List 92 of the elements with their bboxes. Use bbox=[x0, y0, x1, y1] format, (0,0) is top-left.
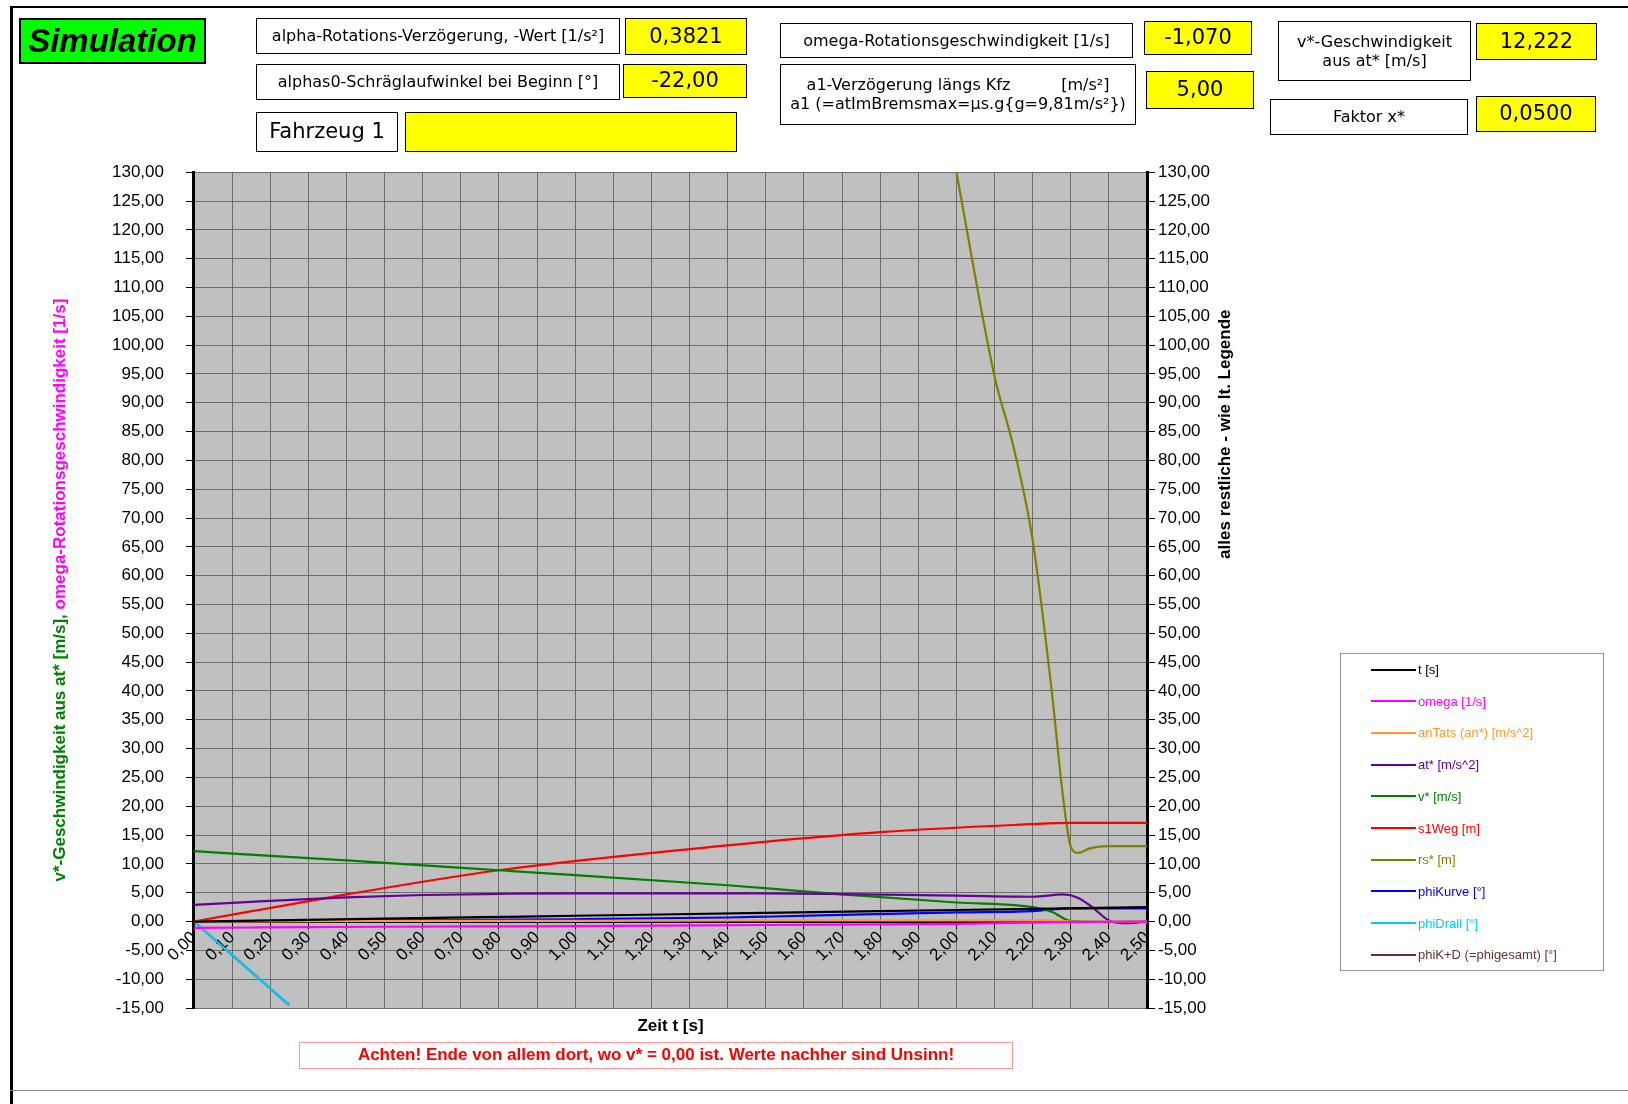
y2-tick-label: 110,00 bbox=[1158, 277, 1209, 297]
y2-tick-label: 65,00 bbox=[1158, 536, 1201, 556]
text: 0,0500 bbox=[1476, 96, 1596, 132]
y-tick-label: 85,00 bbox=[121, 421, 164, 441]
y2-tick-label: -15,00 bbox=[1158, 997, 1207, 1017]
y-tick-label: 80,00 bbox=[121, 450, 164, 470]
y2-tick-label: -5,00 bbox=[1158, 940, 1197, 960]
text: Achten! Ende von allem dort, wo v* = 0,00 ist. Werte nachher sind Unsinn! bbox=[299, 1042, 1013, 1069]
legend-label: at* [m/s^2] bbox=[1418, 757, 1480, 773]
legend-label: anTats (an*) [m/s^2] bbox=[1418, 725, 1534, 741]
text: alpha-Rotations-Verzögerung, -Wert [1/s²] bbox=[256, 18, 620, 54]
text: Fahrzeug 1 bbox=[256, 112, 398, 152]
text: omega-Rotationsgeschwindigkeit [1/s] bbox=[780, 23, 1133, 58]
legend-label: s1Weg [m] bbox=[1418, 820, 1480, 836]
y-tick-label: 15,00 bbox=[121, 824, 164, 844]
legend-label: phiK+D (=phigesamt) [°] bbox=[1418, 947, 1557, 963]
y2-tick-label: 80,00 bbox=[1158, 450, 1201, 470]
text: a1-Verzögerung längs Kfz [m/s²] bbox=[780, 64, 1136, 94]
y2-tick-label: 125,00 bbox=[1158, 190, 1210, 210]
y-tick-label: 125,00 bbox=[112, 190, 164, 210]
text: v*-Geschwindigkeit aus at* [m/s] bbox=[1278, 21, 1471, 81]
y-tick-label: 50,00 bbox=[121, 623, 164, 643]
text: 5,00 bbox=[1146, 71, 1254, 109]
y2-tick-label: 35,00 bbox=[1158, 709, 1201, 729]
y2-tick-label: 90,00 bbox=[1158, 392, 1201, 412]
y-tick-label: 120,00 bbox=[112, 219, 164, 239]
y2-tick-label: -10,00 bbox=[1158, 968, 1207, 988]
y2-tick-label: 105,00 bbox=[1158, 305, 1210, 325]
legend-label: phiKurve [°] bbox=[1418, 883, 1486, 899]
y-tick-label: 65,00 bbox=[121, 536, 164, 556]
y2-tick-label: 75,00 bbox=[1158, 478, 1201, 498]
y2-tick-label: 50,00 bbox=[1158, 623, 1201, 643]
y2-tick-label: 100,00 bbox=[1158, 334, 1210, 354]
legend-label: v* [m/s] bbox=[1418, 788, 1462, 804]
y-tick-label: 35,00 bbox=[121, 709, 164, 729]
y-tick-label: 10,00 bbox=[121, 853, 164, 873]
y-tick-label: 20,00 bbox=[121, 795, 164, 815]
y2-axis-title: alles restliche - wie lt. Legende bbox=[1214, 309, 1234, 559]
y2-tick-label: 0,00 bbox=[1158, 911, 1192, 931]
x-axis-title: Zeit t [s] bbox=[637, 1015, 704, 1035]
y-tick-label: 25,00 bbox=[121, 767, 164, 787]
y-tick-label: 5,00 bbox=[130, 882, 164, 902]
y2-tick-label: 70,00 bbox=[1158, 507, 1201, 527]
y-tick-label: 105,00 bbox=[112, 305, 164, 325]
legend-label: omega [1/s] bbox=[1418, 693, 1486, 709]
x-tick-label: 0,90 bbox=[506, 927, 544, 965]
y-tick-label: 55,00 bbox=[121, 594, 164, 614]
y-tick-label: 75,00 bbox=[121, 478, 164, 498]
text: -1,070 bbox=[1144, 21, 1252, 55]
y-tick-label: 100,00 bbox=[112, 334, 164, 354]
text: a1 (=atImBremsmax=µs.g{g=9,81m/s²}) bbox=[780, 94, 1136, 125]
y-tick-label: 95,00 bbox=[121, 363, 164, 383]
y-tick-label: -15,00 bbox=[115, 997, 164, 1017]
legend-label: rs* [m] bbox=[1418, 852, 1456, 868]
legend-label: t [s] bbox=[1418, 662, 1439, 677]
y2-tick-label: 120,00 bbox=[1158, 219, 1210, 239]
y-tick-label: 90,00 bbox=[121, 392, 164, 412]
y2-tick-label: 25,00 bbox=[1158, 767, 1201, 787]
y2-tick-label: 115,00 bbox=[1158, 248, 1209, 268]
y2-tick-label: 20,00 bbox=[1158, 795, 1201, 815]
y2-tick-label: 95,00 bbox=[1158, 363, 1201, 383]
y-tick-label: -5,00 bbox=[125, 940, 164, 960]
y2-tick-label: 85,00 bbox=[1158, 421, 1201, 441]
text: 0,3821 bbox=[625, 18, 747, 55]
y2-tick-label: 10,00 bbox=[1158, 853, 1201, 873]
x-tick-label: 0,10 bbox=[201, 927, 239, 965]
y2-tick-label: 55,00 bbox=[1158, 594, 1201, 614]
y-tick-label: 0,00 bbox=[130, 911, 164, 931]
legend-label: phiDrall [°] bbox=[1418, 915, 1479, 931]
text: alphas0-Schräglaufwinkel bei Beginn [°] bbox=[256, 64, 620, 100]
y-tick-label: 60,00 bbox=[121, 565, 164, 585]
y2-tick-label: 60,00 bbox=[1158, 565, 1201, 585]
y-tick-label: 115,00 bbox=[113, 248, 164, 268]
text: Faktor x* bbox=[1270, 99, 1468, 135]
y-tick-label: 110,00 bbox=[113, 277, 164, 297]
y-tick-label: 70,00 bbox=[121, 507, 164, 527]
y2-tick-label: 15,00 bbox=[1158, 824, 1201, 844]
text: 12,222 bbox=[1476, 23, 1597, 60]
y-tick-label: 40,00 bbox=[121, 680, 164, 700]
text: Simulation bbox=[19, 18, 206, 64]
y2-tick-label: 40,00 bbox=[1158, 680, 1201, 700]
x-tick-label: 0,20 bbox=[239, 927, 277, 965]
y-tick-label: 130,00 bbox=[112, 161, 164, 181]
y2-tick-label: 30,00 bbox=[1158, 738, 1201, 758]
y-tick-label: 30,00 bbox=[121, 738, 164, 758]
text: -22,00 bbox=[623, 64, 747, 98]
y2-tick-label: 130,00 bbox=[1158, 161, 1210, 181]
y-axis-title: v*-Geschwindigkeit aus at* [m/s], omega-Rotationsgeschwindigkeit [1/s] bbox=[49, 298, 69, 882]
y-tick-label: -10,00 bbox=[115, 968, 164, 988]
y-tick-label: 45,00 bbox=[121, 651, 164, 671]
y2-tick-label: 45,00 bbox=[1158, 651, 1201, 671]
y2-tick-label: 5,00 bbox=[1158, 882, 1192, 902]
